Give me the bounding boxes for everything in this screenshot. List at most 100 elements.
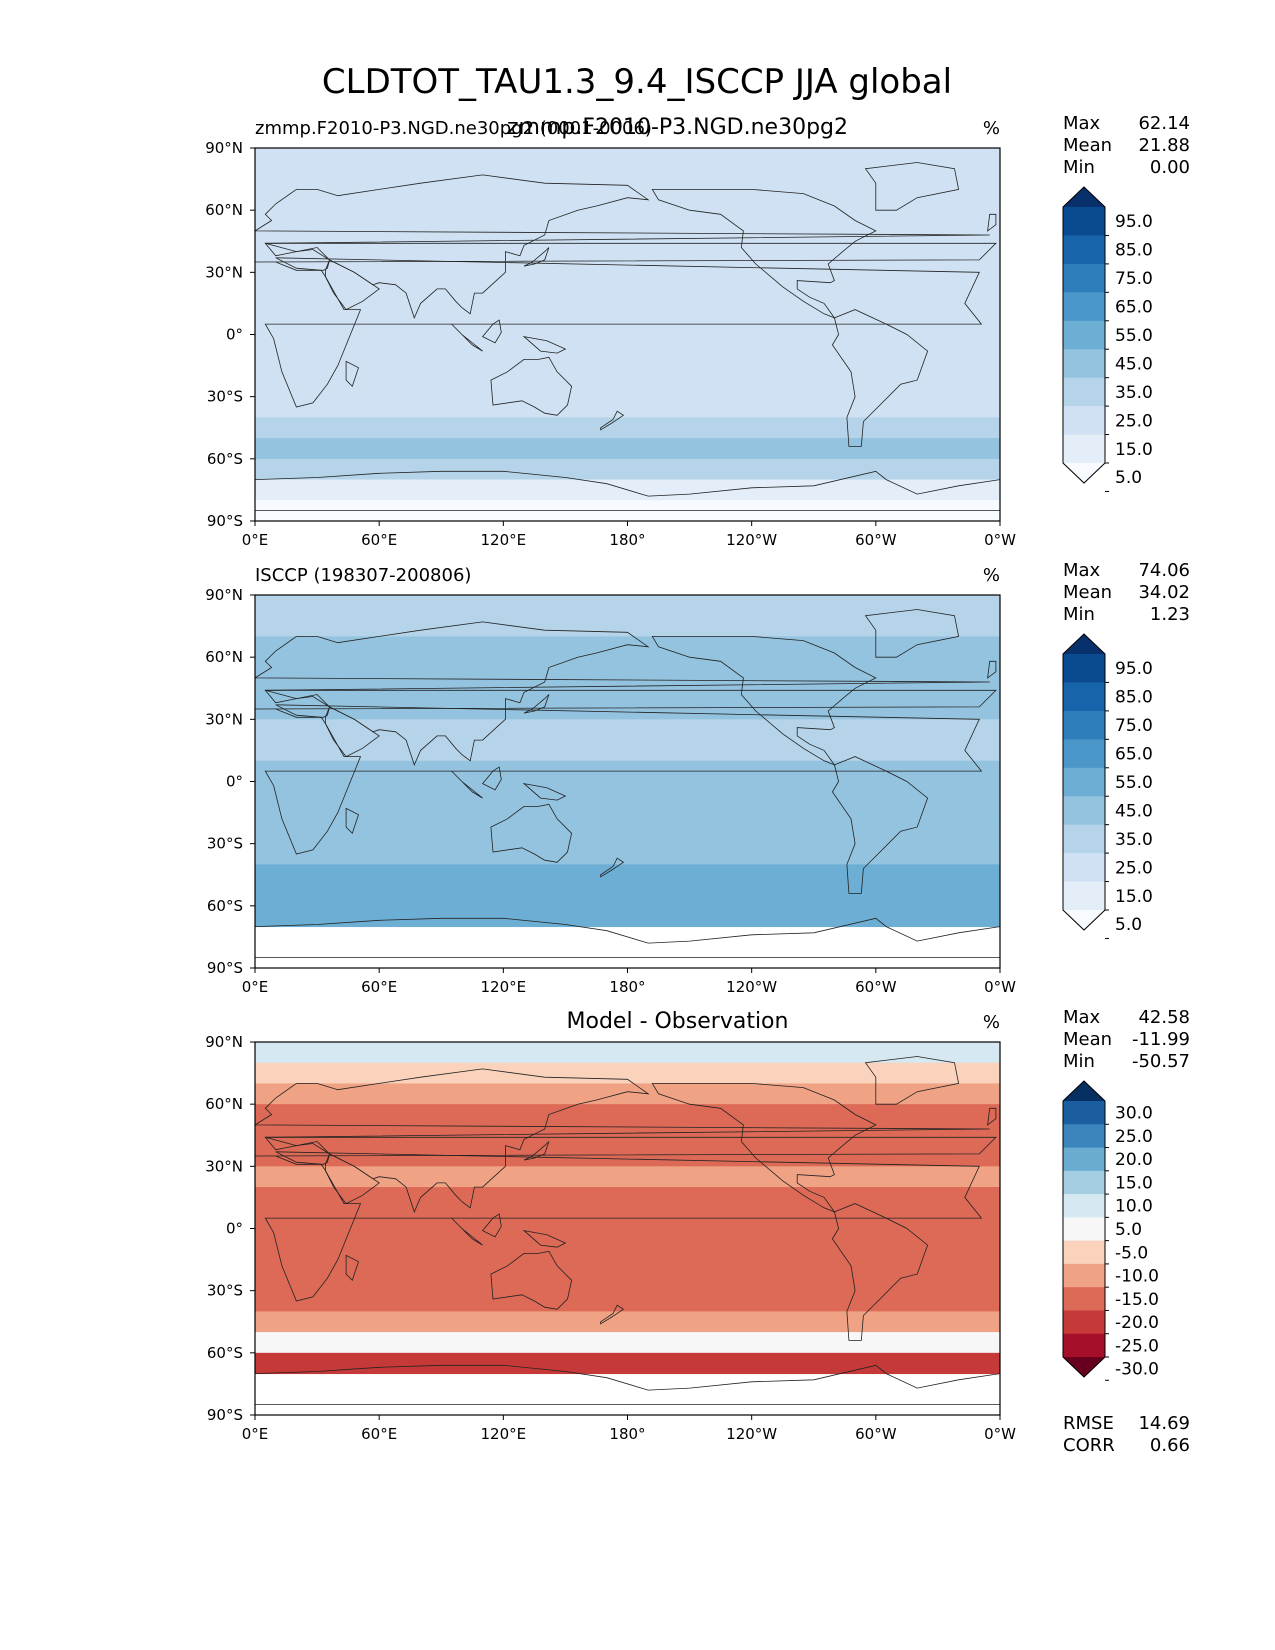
zonal-band [255, 1249, 1000, 1271]
stat-value: 1.23 [1150, 604, 1190, 625]
colorbar-tick-label: 85.0 [1115, 688, 1153, 708]
stat-label: Mean [1063, 135, 1112, 156]
coastline [255, 621, 990, 767]
colorbar-segment [1063, 1194, 1105, 1218]
zonal-band [255, 802, 1000, 824]
colorbar-tick-label: 5.0 [1115, 1220, 1142, 1240]
zonal-band [255, 1166, 1000, 1188]
zonal-band [255, 189, 1000, 211]
coastline [255, 1068, 990, 1214]
stat-label: Max [1063, 1007, 1101, 1028]
colorbar-tick-label: 25.0 [1115, 411, 1153, 431]
y-tick-label: 90°S [207, 1406, 243, 1424]
colorbar-segment [1063, 1263, 1105, 1288]
colorbar-extend-top [1063, 634, 1105, 654]
stat-label: Max [1063, 560, 1101, 581]
zonal-band [255, 822, 1000, 845]
x-tick-label: 60°E [361, 978, 397, 996]
zonal-band [255, 1145, 1000, 1167]
zonal-band [255, 698, 1000, 720]
coastline [651, 636, 877, 766]
y-tick-label: 60°S [207, 450, 243, 468]
zonal-band [255, 1311, 1000, 1333]
zonal-band [255, 375, 1000, 398]
y-tick-label: 30°S [207, 388, 243, 406]
colorbar-extend-top [1063, 1081, 1105, 1101]
colorbar-tick-label: -20.0 [1115, 1313, 1159, 1333]
colorbar-outline [1062, 186, 1106, 484]
y-tick-label: 90°S [207, 512, 243, 530]
stat-label: Min [1063, 604, 1095, 625]
colorbar-tick-label: 5.0 [1115, 915, 1142, 935]
y-tick-label: 30°N [205, 1157, 243, 1175]
panel-title-left: zmmp.F2010-P3.NGD.ne30pg2 (0001-0006) [255, 118, 652, 139]
colorbar: 95.0 85.0 75.0 65.0 55.0 45.0 35.0 25.0 15.0 5.0 [1062, 186, 1153, 492]
panel-difference: 0°E 60°E 120°E 180° 120°W 60°W 0°W 90°N 60°N 30°N… [205, 1007, 1190, 1456]
x-tick-label: 120°E [481, 531, 527, 549]
stat-value: 42.58 [1138, 1007, 1190, 1028]
colorbar-tick-label: 20.0 [1115, 1150, 1153, 1170]
colorbar-tick-label: -5.0 [1115, 1243, 1148, 1263]
metric-label: RMSE [1063, 1413, 1114, 1434]
x-tick-label: 60°E [361, 531, 397, 549]
coastline [255, 174, 990, 320]
y-tick-label: 0° [226, 326, 243, 344]
colorbar-segment [1063, 263, 1105, 293]
colorbar-segment [1063, 235, 1105, 265]
figure-title: CLDTOT_TAU1.3_9.4_ISCCP JJA global [322, 62, 952, 102]
colorbar-segment [1063, 1217, 1105, 1242]
colorbar-tick-label: 10.0 [1115, 1197, 1153, 1217]
colorbar-tick-label: 5.0 [1115, 468, 1142, 488]
zonal-band [255, 677, 1000, 700]
colorbar-tick-label: -10.0 [1115, 1267, 1159, 1287]
colorbar-tick-label: 15.0 [1115, 1173, 1153, 1193]
coastline [255, 470, 1000, 511]
x-tick-label: 120°E [481, 1425, 527, 1443]
coastline [264, 704, 983, 855]
coastline [523, 247, 550, 267]
colorbar-segment [1063, 853, 1105, 883]
x-tick-label: 0°E [242, 531, 269, 549]
coastline [831, 756, 929, 894]
stat-value: 74.06 [1138, 560, 1190, 581]
zonal-band [255, 615, 1000, 637]
zonal-band [255, 885, 1000, 907]
colorbar-segment [1063, 377, 1105, 407]
panel-title-center: zmmp.F2010-P3.NGD.ne30pg2 [507, 115, 848, 140]
units-label: % [983, 118, 1000, 139]
coastline [864, 1056, 960, 1105]
coastline [255, 1364, 1000, 1405]
y-tick-label: 60°N [205, 1095, 243, 1113]
coastline [264, 1151, 983, 1302]
y-tick-label: 90°N [205, 1033, 243, 1051]
zonal-band [255, 781, 1000, 803]
stat-label: Min [1063, 157, 1095, 178]
x-tick-label: 0°W [984, 531, 1016, 549]
coastline [600, 410, 625, 431]
coastline [523, 1141, 550, 1161]
stat-value: 34.02 [1138, 582, 1190, 603]
coastline [481, 319, 502, 344]
zonal-band [255, 636, 1000, 658]
x-tick-label: 120°E [481, 978, 527, 996]
zonal-band [255, 1083, 1000, 1105]
panel-reference: 0°E 60°E 120°E 180° 120°W 60°W 0°W 90°N 60°N 30°N… [205, 560, 1190, 996]
x-tick-label: 60°W [855, 531, 897, 549]
colorbar-tick-label: 55.0 [1115, 326, 1153, 346]
colorbar-segment [1063, 1170, 1105, 1195]
coastline [651, 189, 877, 319]
zonal-band [255, 1042, 1000, 1064]
colorbar-tick-label: -15.0 [1115, 1290, 1159, 1310]
zonal-band [255, 1290, 1000, 1312]
colorbar-segment [1063, 796, 1105, 826]
coastline [522, 1229, 567, 1248]
coastline [522, 782, 567, 801]
zonal-band [255, 843, 1000, 865]
y-tick-label: 30°S [207, 1282, 243, 1300]
zonal-band [255, 864, 1000, 886]
colorbar-tick-label: 95.0 [1115, 659, 1153, 679]
y-tick-label: 30°N [205, 710, 243, 728]
colorbar-outline [1062, 1080, 1106, 1378]
zonal-band [255, 1124, 1000, 1147]
x-tick-label: 0°W [984, 1425, 1016, 1443]
